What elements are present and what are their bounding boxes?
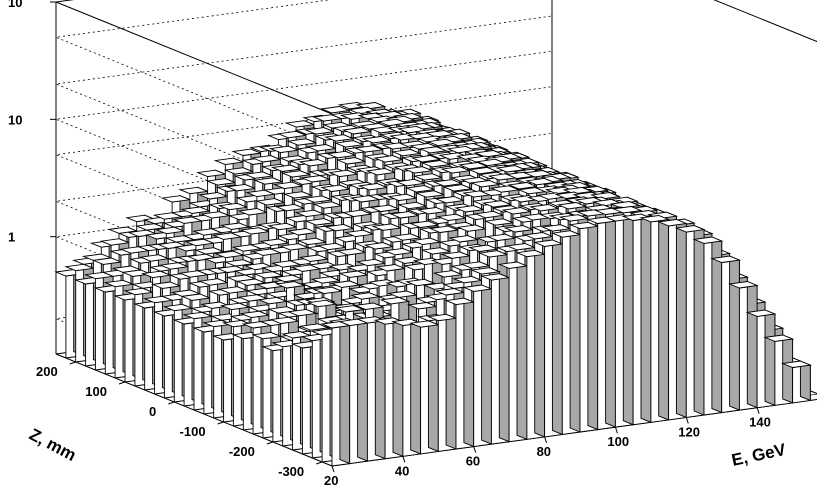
bar <box>497 261 529 443</box>
z-axis-ticks: 10 2 10 1 <box>8 0 56 245</box>
x-axis-ticks: 20 40 60 80 100 120 140 <box>324 407 771 488</box>
bar <box>692 236 724 416</box>
y-tick: 0 <box>149 401 175 419</box>
y-tick: 200 <box>36 361 76 379</box>
x-tick-label: 40 <box>395 463 409 478</box>
gridline <box>54 15 553 197</box>
y-tick: 100 <box>85 381 126 399</box>
bar <box>532 239 565 438</box>
x-tick: 60 <box>466 446 480 469</box>
x-tick-label: 120 <box>678 424 700 439</box>
y-tick: -200 <box>229 441 274 459</box>
bar <box>355 316 387 462</box>
bar <box>391 318 423 457</box>
x-tick-label: 100 <box>607 434 629 449</box>
frame-edge <box>55 0 75 3</box>
x-tick-label: 20 <box>324 473 338 488</box>
bar <box>373 317 405 460</box>
bar <box>639 214 671 423</box>
y-tick: -300 <box>278 461 323 479</box>
bar <box>656 218 689 421</box>
x-tick: 80 <box>537 436 551 459</box>
y-tick-label: 200 <box>36 364 58 379</box>
bar <box>408 320 441 455</box>
bar <box>586 216 618 431</box>
y-axis-ticks: 200 100 0 -100 -200 -300 <box>36 361 323 479</box>
z-tick-label: 1 <box>8 230 15 245</box>
z-tick-label: 10 2 <box>8 0 31 10</box>
z-tick: 1 <box>8 230 56 245</box>
gridline <box>54 86 553 268</box>
y-tick-label: -200 <box>229 444 255 459</box>
z-tick: 10 <box>8 112 56 127</box>
x-tick-label: 140 <box>749 415 771 430</box>
x-tick-label: 60 <box>466 454 480 469</box>
x-tick-label: 80 <box>537 444 551 459</box>
bar <box>710 255 742 414</box>
y-axis-label: Z, mm <box>26 425 79 465</box>
bar <box>444 297 476 450</box>
bar <box>621 213 653 426</box>
x-tick: 40 <box>395 456 409 478</box>
gridline <box>54 50 553 232</box>
y-tick-label: -300 <box>278 464 304 479</box>
y-tick-label: 0 <box>149 404 156 419</box>
y-tick-label: 100 <box>85 384 107 399</box>
y-tick: -100 <box>180 421 224 439</box>
z-tick: 10 2 <box>8 0 56 10</box>
bar <box>426 313 458 452</box>
bar <box>763 334 795 406</box>
y-tick-label: -100 <box>180 424 206 439</box>
x-axis-label: E, GeV <box>730 440 788 470</box>
bar <box>674 224 706 418</box>
x-tick: 100 <box>607 426 629 449</box>
frame-edge <box>55 1 333 115</box>
bar <box>479 273 511 445</box>
x-tick: 20 <box>324 465 338 488</box>
frame-edge <box>713 0 817 43</box>
bar <box>515 249 547 440</box>
x-tick: 120 <box>678 417 700 439</box>
z-tick-label: 10 <box>8 112 22 127</box>
bar <box>320 320 352 467</box>
bar <box>780 360 813 404</box>
bars <box>54 101 813 467</box>
x-tick: 140 <box>749 407 771 430</box>
